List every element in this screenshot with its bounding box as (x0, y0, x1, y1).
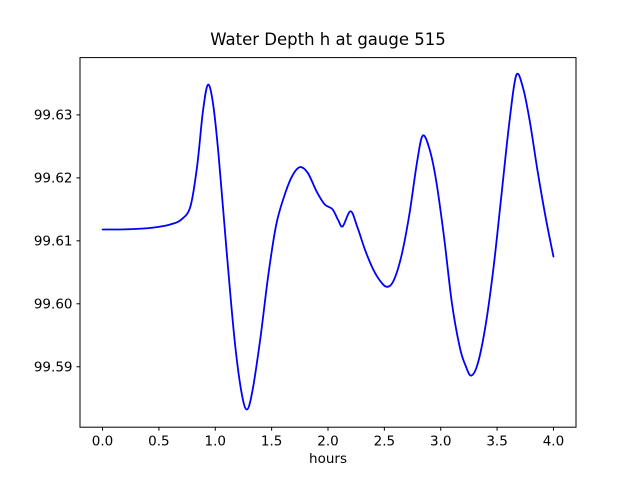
x-tick-label: 2.5 (374, 434, 395, 450)
y-tick-label: 99.62 (34, 171, 73, 187)
chart-title: Water Depth h at gauge 515 (210, 30, 445, 49)
x-tick-label: 0.0 (92, 434, 113, 450)
x-tick-label: 3.5 (486, 434, 507, 450)
y-tick-label: 99.59 (34, 360, 73, 376)
y-tick-label: 99.61 (34, 234, 73, 250)
x-tick-label: 1.5 (261, 434, 282, 450)
y-axis-ticks: 99.59 99.60 99.61 99.62 99.63 (34, 108, 80, 376)
x-tick-label: 2.0 (317, 434, 338, 450)
x-tick-label: 4.0 (543, 434, 564, 450)
y-tick-label: 99.60 (34, 297, 73, 313)
x-axis-label: hours (309, 451, 347, 467)
y-tick-label: 99.63 (34, 108, 73, 124)
x-tick-label: 0.5 (148, 434, 169, 450)
x-tick-label: 1.0 (205, 434, 226, 450)
plot-area (79, 57, 577, 428)
x-axis-ticks: 0.0 0.5 1.0 1.5 2.0 2.5 3.0 3.5 4.0 (92, 427, 564, 450)
x-tick-label: 3.0 (430, 434, 451, 450)
data-line (101, 72, 555, 411)
